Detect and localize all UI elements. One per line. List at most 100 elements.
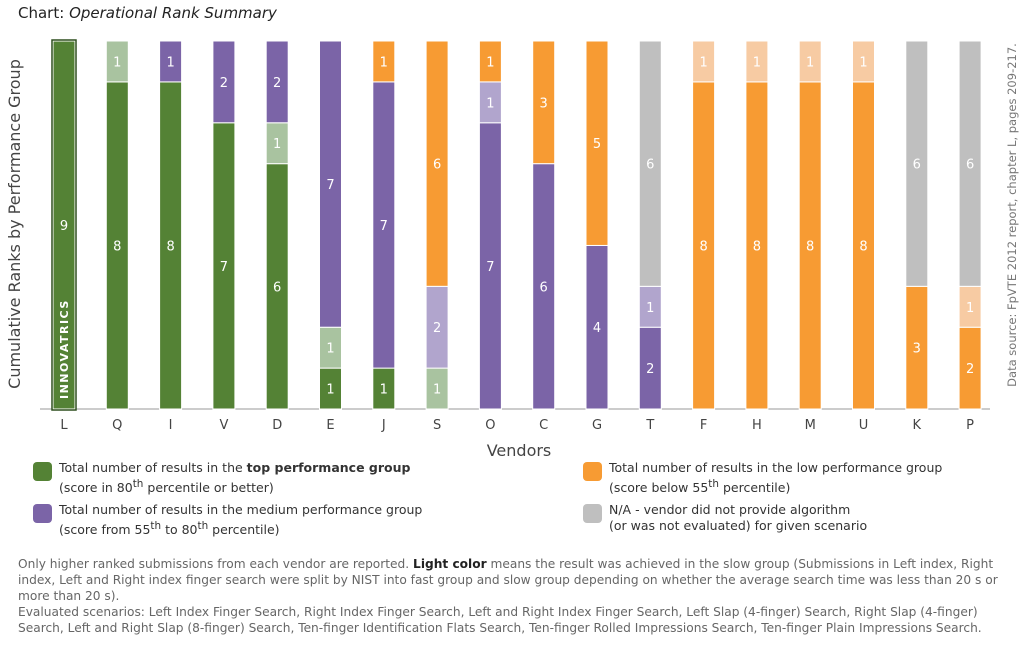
bar-segment-E-medium: [319, 40, 342, 328]
bar-value-label-D: 1: [273, 137, 281, 152]
legend-top-bold: top performance group: [246, 460, 411, 475]
bar-value-label-H: 1: [753, 55, 761, 70]
bar-value-label-E: 1: [326, 342, 334, 357]
bar-segment-M-low_light: [798, 40, 822, 83]
legend-na-main: N/A - vendor did not provide algorithm: [609, 502, 851, 517]
bar-segment-S-low: [425, 40, 449, 287]
bar-value-label-H: 8: [753, 239, 761, 254]
bar-value-label-E: 1: [326, 383, 334, 398]
bar-value-label-O: 1: [486, 55, 494, 70]
x-tick-label-U: U: [859, 418, 869, 433]
x-tick-label-E: E: [326, 418, 334, 433]
bar-value-label-K: 6: [913, 158, 921, 173]
bar-value-label-G: 5: [593, 137, 601, 152]
bar-value-label-F: 1: [699, 55, 707, 70]
bar-value-label-O: 1: [486, 96, 494, 111]
note-scenarios: Evaluated scenarios: Left Index Finger S…: [18, 605, 982, 635]
bar-segment-C-low: [532, 40, 556, 165]
bar-value-label-O: 7: [486, 260, 494, 275]
bar-value-label-L: 9: [60, 219, 68, 234]
bar-value-label-I: 1: [166, 55, 174, 70]
bar-value-label-I: 8: [166, 239, 174, 254]
x-tick-label-Q: Q: [112, 418, 122, 433]
x-axis-label: Vendors: [487, 441, 552, 460]
x-tick-label-S: S: [433, 418, 441, 433]
bar-value-label-S: 1: [433, 383, 441, 398]
x-tick-label-O: O: [485, 418, 495, 433]
x-tick-label-G: G: [592, 418, 602, 433]
bar-segment-I-medium: [159, 40, 183, 83]
bar-value-label-U: 1: [859, 55, 867, 70]
x-tick-label-C: C: [539, 418, 548, 433]
legend-swatch-top: [33, 462, 52, 481]
bar-value-label-T: 2: [646, 362, 654, 377]
chart-title-name: Operational Rank Summary: [69, 4, 277, 22]
bar-value-label-J: 1: [380, 383, 388, 398]
x-tick-label-D: D: [272, 418, 282, 433]
x-tick-label-M: M: [805, 418, 816, 433]
x-tick-label-T: T: [645, 418, 654, 433]
note-light-color: Only higher ranked submissions from each…: [18, 557, 998, 603]
chart-title: Chart: Operational Rank Summary: [18, 4, 277, 22]
bar-segment-K-na: [905, 40, 929, 287]
legend-swatch-medium: [33, 504, 52, 523]
bar-value-label-J: 1: [380, 55, 388, 70]
bar-value-label-D: 2: [273, 76, 281, 91]
bar-segment-J-low: [372, 40, 396, 83]
bar-value-label-P: 1: [966, 301, 974, 316]
bar-segment-T-na: [638, 40, 662, 287]
bar-value-label-Q: 8: [113, 239, 121, 254]
x-tick-label-K: K: [913, 418, 922, 433]
bar-value-label-D: 6: [273, 280, 281, 295]
x-tick-label-H: H: [752, 418, 762, 433]
bar-value-label-C: 6: [540, 280, 548, 295]
bar-value-label-G: 4: [593, 321, 601, 336]
bar-segment-U-low_light: [852, 40, 875, 83]
chart-title-prefix: Chart:: [18, 4, 65, 22]
bar-segment-P-na: [958, 40, 982, 287]
bar-segment-F-low_light: [692, 40, 716, 83]
bar-value-label-P: 2: [966, 362, 974, 377]
x-tick-label-L: L: [60, 418, 68, 433]
bar-value-label-E: 7: [326, 178, 334, 193]
bar-value-label-T: 6: [646, 158, 654, 173]
data-source-note: Data source: FpVTE 2012 report, chapter …: [1005, 43, 1019, 387]
x-tick-label-J: J: [381, 418, 386, 433]
bar-value-label-U: 8: [859, 239, 867, 254]
x-tick-label-I: I: [169, 418, 173, 433]
bar-value-label-J: 7: [380, 219, 388, 234]
bar-value-label-V: 7: [220, 260, 228, 275]
legend-medium-main: Total number of results in the medium pe…: [59, 502, 423, 517]
legend-swatch-na: [583, 504, 602, 523]
legend-na-sub: (or was not evaluated) for given scenari…: [609, 518, 868, 533]
bar-segment-O-low: [478, 40, 502, 83]
x-tick-label-F: F: [700, 418, 707, 433]
legend-low-main: Total number of results in the low perfo…: [609, 460, 943, 475]
legend-swatch-low: [583, 462, 602, 481]
bar-value-label-S: 2: [433, 321, 441, 336]
bar-value-label-Q: 1: [113, 55, 121, 70]
bar-value-label-P: 6: [966, 158, 974, 173]
bar-value-label-K: 3: [913, 342, 921, 357]
bar-segment-L-top: [52, 40, 76, 410]
stacked-bar-chart: Cumulative Ranks by Performance Group 9 I…: [5, 39, 1019, 460]
bar-value-label-F: 8: [699, 239, 707, 254]
bar-value-label-M: 1: [806, 55, 814, 70]
legend-top-pre: Total number of results in the: [59, 460, 247, 475]
y-axis-label: Cumulative Ranks by Performance Group: [5, 59, 24, 389]
bar-segment-D-medium: [265, 40, 289, 124]
bar-segment-H-low_light: [745, 40, 769, 83]
bar-value-label-M: 8: [806, 239, 814, 254]
bar-segment-G-low: [585, 40, 609, 246]
highlight-outline: [51, 39, 77, 411]
bar-value-label-S: 6: [433, 158, 441, 173]
bars-layer: 9 INNOVATRICS 8 1 8 1 7 2 6 1 2 1 1 7 1 7 1 1 2 6 7 1 1 6 3 4 5 2 1 6…: [51, 39, 982, 411]
bar-segment-V-medium: [212, 40, 236, 124]
bar-value-label-T: 1: [646, 301, 654, 316]
x-tick-label-P: P: [966, 418, 974, 433]
bar-segment-Q-top_light: [105, 40, 129, 83]
footnotes: Only higher ranked submissions from each…: [18, 556, 1018, 636]
bar-value-label-C: 3: [540, 96, 548, 111]
x-tick-label-V: V: [219, 418, 228, 433]
